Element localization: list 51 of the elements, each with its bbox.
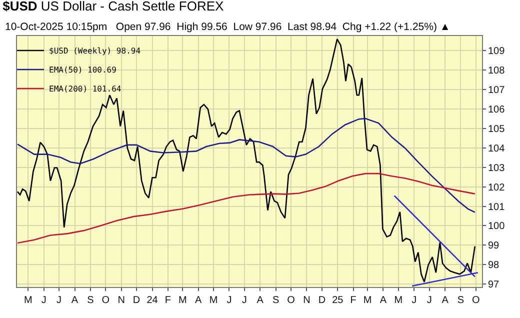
x-tick-label: S (272, 295, 280, 306)
line-series (17, 172, 476, 244)
line-series (17, 38, 476, 283)
x-tick-label: M (178, 295, 187, 306)
x-tick-label: J (412, 295, 417, 306)
x-tick-label: A (256, 295, 264, 306)
x-tick-label: S (457, 295, 464, 306)
y-tick-label: 98 (488, 260, 500, 272)
x-tick-label: S (87, 295, 94, 306)
y-tick-label: 100 (488, 221, 506, 232)
x-tick-label: M (209, 295, 218, 306)
x-tick-label: M (363, 295, 372, 306)
x-tick-label: F (164, 295, 172, 306)
y-tick-label: 106 (488, 104, 506, 116)
y-tick-label: 109 (488, 46, 506, 58)
y-tick-label: 99 (488, 240, 500, 252)
x-tick-label: A (195, 295, 202, 306)
x-tick-label: 24 (146, 295, 158, 306)
x-tick-label: M (394, 295, 403, 306)
y-tick-label: 102 (488, 182, 506, 194)
y-tick-label: 104 (488, 143, 506, 154)
y-tick-label: 108 (488, 66, 506, 77)
legend-label: EMA(50) 100.69 (49, 66, 117, 75)
x-tick-label: M (24, 295, 32, 306)
x-tick-label: N (118, 295, 125, 306)
x-tick-label: O (102, 295, 110, 306)
x-tick-label: J (41, 295, 46, 306)
x-tick-label: A (380, 295, 387, 306)
legend-label: $USD (Weekly) 98.94 (49, 46, 141, 56)
y-tick-label: 101 (488, 202, 506, 213)
chart-subtitle: 10-Oct-2025 10:15pm Open 97.96 High 99.56 Low 97.96 Last 98.94 Chg +1.22 (+1.25%) ▲ (5, 21, 450, 33)
x-tick-label: D (318, 295, 326, 306)
x-tick-label: J (242, 295, 247, 306)
x-tick-label: O (287, 295, 296, 306)
x-tick-label: J (226, 295, 232, 306)
legend-label: EMA(200) 101.64 (49, 84, 122, 94)
x-tick-label: A (71, 295, 78, 306)
x-tick-label: N (303, 295, 310, 306)
x-tick-label: J (426, 295, 432, 306)
line-series (17, 118, 476, 213)
y-tick-label: 107 (488, 85, 506, 96)
x-tick-label: D (132, 295, 140, 306)
x-tick-label: F (350, 295, 356, 306)
x-tick-label: O (472, 295, 480, 306)
y-tick-label: 105 (488, 124, 506, 135)
chart-title: $USD US Dollar - Cash Settle FOREX (2, 0, 224, 14)
x-tick-label: 25 (332, 295, 344, 306)
y-tick-label: 103 (488, 162, 506, 174)
y-tick-label: 97 (488, 280, 500, 291)
x-tick-label: J (56, 295, 62, 306)
x-tick-label: A (442, 295, 449, 306)
